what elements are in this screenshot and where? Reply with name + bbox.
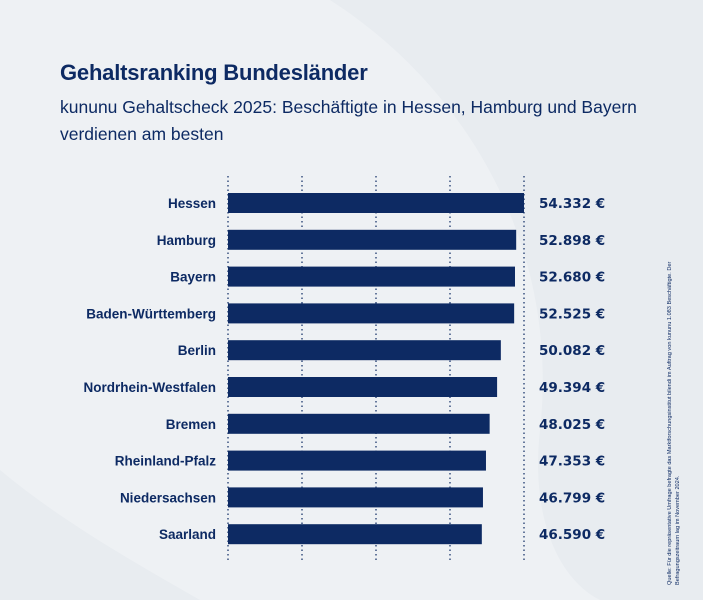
- value-label: 54.332 €: [539, 196, 605, 212]
- category-label: Berlin: [178, 343, 216, 358]
- value-label: 46.590 €: [539, 527, 605, 543]
- bar-0: [228, 193, 524, 213]
- category-label: Nordrhein-Westfalen: [83, 380, 216, 395]
- bar-3: [228, 303, 515, 324]
- chart-title: Gehaltsranking Bundesländer: [60, 60, 368, 85]
- category-label: Bremen: [166, 417, 216, 432]
- bar-8: [228, 487, 483, 508]
- category-label: Saarland: [159, 527, 216, 542]
- value-label: 46.799 €: [539, 490, 605, 506]
- bar-1: [228, 229, 517, 250]
- value-label: 52.680 €: [539, 270, 605, 286]
- value-label: 48.025 €: [539, 417, 605, 433]
- bar-6: [228, 413, 490, 434]
- category-label: Hamburg: [157, 233, 216, 248]
- category-label: Hessen: [168, 196, 216, 211]
- value-label: 52.525 €: [539, 306, 605, 322]
- chart-subtitle: kununu Gehaltscheck 2025: Beschäftigte i…: [60, 97, 637, 144]
- value-label: 52.898 €: [539, 233, 605, 249]
- category-label: Baden-Württemberg: [86, 306, 216, 321]
- bar-7: [228, 450, 486, 471]
- value-label: 49.394 €: [539, 380, 605, 396]
- bar-9: [228, 524, 482, 545]
- bar-5: [228, 377, 498, 397]
- value-label: 50.082 €: [539, 343, 605, 359]
- bar-4: [228, 340, 501, 361]
- category-label: Niedersachsen: [120, 490, 216, 505]
- category-label: Bayern: [170, 270, 216, 285]
- category-label: Rheinland-Pfalz: [115, 454, 217, 469]
- bar-2: [228, 266, 515, 287]
- value-label: 47.353 €: [539, 454, 605, 470]
- source-note: Quelle: Für die repräsentative Umfrage b…: [667, 261, 681, 585]
